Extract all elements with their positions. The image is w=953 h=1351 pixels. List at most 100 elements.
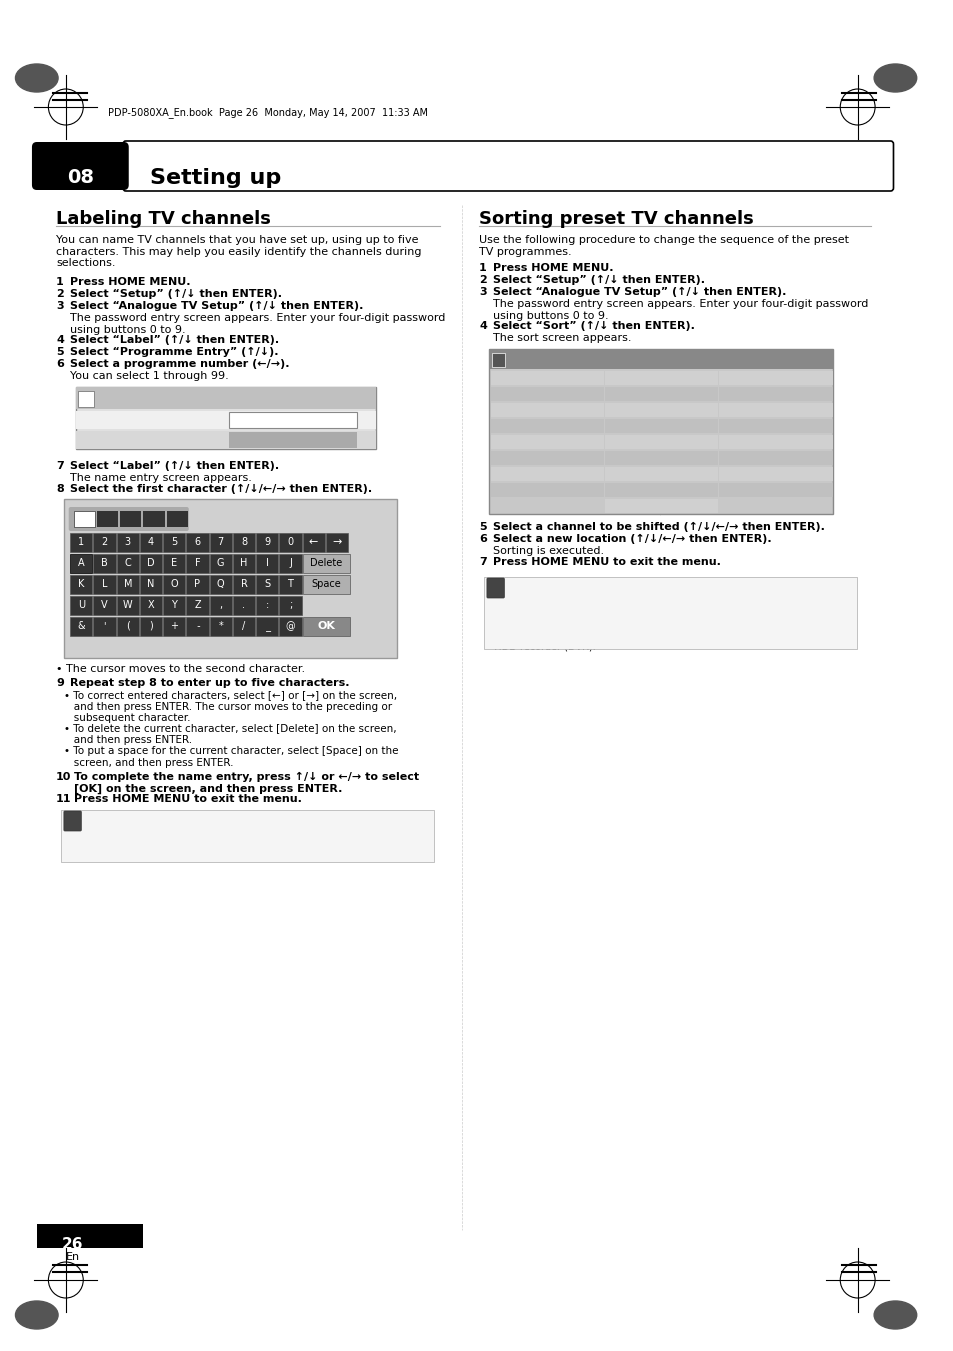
FancyBboxPatch shape [64,811,81,831]
Text: Press HOME MENU.: Press HOME MENU. [70,277,190,286]
FancyBboxPatch shape [71,554,92,573]
FancyBboxPatch shape [210,532,232,551]
Text: Y: Y [172,600,177,611]
Text: (: ( [126,621,130,631]
Text: The sort screen appears.: The sort screen appears. [492,332,631,343]
Text: ): ) [149,621,152,631]
Text: FFFFF: FFFFF [512,453,537,461]
Text: N: N [68,813,77,823]
Text: .: . [242,600,245,611]
FancyBboxPatch shape [186,532,209,551]
Text: 11: 11 [607,404,618,413]
FancyBboxPatch shape [186,554,209,573]
Text: 15: 15 [607,467,618,477]
Ellipse shape [15,63,58,92]
Text: Select “Sort” (↑/↓ then ENTER).: Select “Sort” (↑/↓ then ENTER). [492,322,694,331]
Text: 4: 4 [478,322,487,331]
FancyBboxPatch shape [71,574,92,593]
Bar [488,349,832,369]
Text: TTTTT: TTTTT [740,404,766,413]
Text: 19: 19 [721,388,733,397]
Text: Delete: Delete [310,558,342,567]
Text: E: E [171,558,177,567]
FancyBboxPatch shape [163,616,185,635]
FancyBboxPatch shape [71,616,92,635]
Bar [96,511,118,527]
Bar [604,386,718,401]
FancyBboxPatch shape [93,554,115,573]
Text: NNNNN: NNNNN [626,453,659,461]
Text: Select a new location (↑/↓/←/→ then ENTER).: Select a new location (↑/↓/←/→ then ENTE… [492,534,771,544]
Text: To complete the name entry, press ↑/↓ or ←/→ to select
[OK] on the screen, and t: To complete the name entry, press ↑/↓ or… [73,771,418,794]
FancyBboxPatch shape [31,142,129,190]
Text: RRRRR: RRRRR [740,372,771,381]
Bar [483,577,856,648]
Text: B: B [101,558,108,567]
FancyBboxPatch shape [279,532,301,551]
Bar [37,1224,143,1248]
Text: PDP-5080XA_En.book  Page 26  Monday, May 14, 2007  11:33 AM: PDP-5080XA_En.book Page 26 Monday, May 1… [109,107,428,118]
FancyBboxPatch shape [163,554,185,573]
Text: 8: 8 [240,536,247,547]
Text: +: + [170,621,178,631]
Text: 3: 3 [125,536,131,547]
Text: UUUUU: UUUUU [740,420,772,430]
Text: OOOOO: OOOOO [626,467,660,477]
Text: Select “Setup” (↑/↓ then ENTER).: Select “Setup” (↑/↓ then ENTER). [70,289,281,299]
Bar [490,451,603,465]
Bar [143,511,164,527]
FancyBboxPatch shape [163,532,185,551]
Text: Sorting preset TV channels: Sorting preset TV channels [478,209,753,228]
Bar [75,411,375,430]
FancyBboxPatch shape [302,554,350,573]
Text: 1: 1 [56,277,64,286]
Text: • The cursor moves to the second character.: • The cursor moves to the second charact… [56,663,305,674]
Text: DDDDD: DDDDD [512,420,546,430]
Bar [490,484,603,497]
Bar [719,451,832,465]
Text: XXXXX: XXXXX [740,467,770,477]
Text: 0: 0 [287,536,294,547]
Bar [604,419,718,434]
Text: Select the first character (↑/↓/←/→ then ENTER).: Select the first character (↑/↓/←/→ then… [70,484,372,494]
Text: 3: 3 [478,286,486,297]
FancyBboxPatch shape [229,412,356,428]
Text: 4: 4 [148,536,154,547]
Text: 20: 20 [721,404,733,413]
Text: W: W [123,600,132,611]
Text: YYYYY: YYYYY [740,484,766,493]
Text: 7: 7 [478,557,486,567]
Text: Select “Programme Entry” (↑/↓).: Select “Programme Entry” (↑/↓). [70,347,278,357]
Bar [719,372,832,385]
Text: @: @ [285,621,294,631]
Text: LLLLL: LLLLL [626,420,651,430]
Bar [604,372,718,385]
Text: 3: 3 [56,301,64,311]
FancyBboxPatch shape [140,596,162,615]
Ellipse shape [873,63,916,92]
FancyBboxPatch shape [210,554,232,573]
Text: Labeling TV channels: Labeling TV channels [56,209,271,228]
FancyBboxPatch shape [255,616,278,635]
Text: -: - [194,621,200,631]
Text: SSSSS: SSSSS [740,388,768,397]
Bar [75,431,375,449]
Text: J: J [289,558,292,567]
FancyBboxPatch shape [210,616,232,635]
Text: Select a channel to be shifted (↑/↓/←/→ then ENTER).: Select a channel to be shifted (↑/↓/←/→ … [492,521,823,532]
Text: N: N [147,580,154,589]
FancyBboxPatch shape [163,596,185,615]
FancyBboxPatch shape [140,554,162,573]
Text: • The above procedure transfers and sets the selected channel
  information to t: • The above procedure transfers and sets… [65,828,375,861]
Bar [61,811,434,862]
Text: 1/4: 1/4 [802,353,820,362]
Text: 5: 5 [478,521,486,532]
Text: Note: Note [86,813,115,823]
Text: 2: 2 [101,536,108,547]
Text: D: D [147,558,154,567]
Text: Press HOME MENU to exit the menu.: Press HOME MENU to exit the menu. [492,557,720,567]
Bar [490,419,603,434]
Text: ': ' [103,621,106,631]
Bar [604,484,718,497]
Text: Q: Q [216,580,224,589]
